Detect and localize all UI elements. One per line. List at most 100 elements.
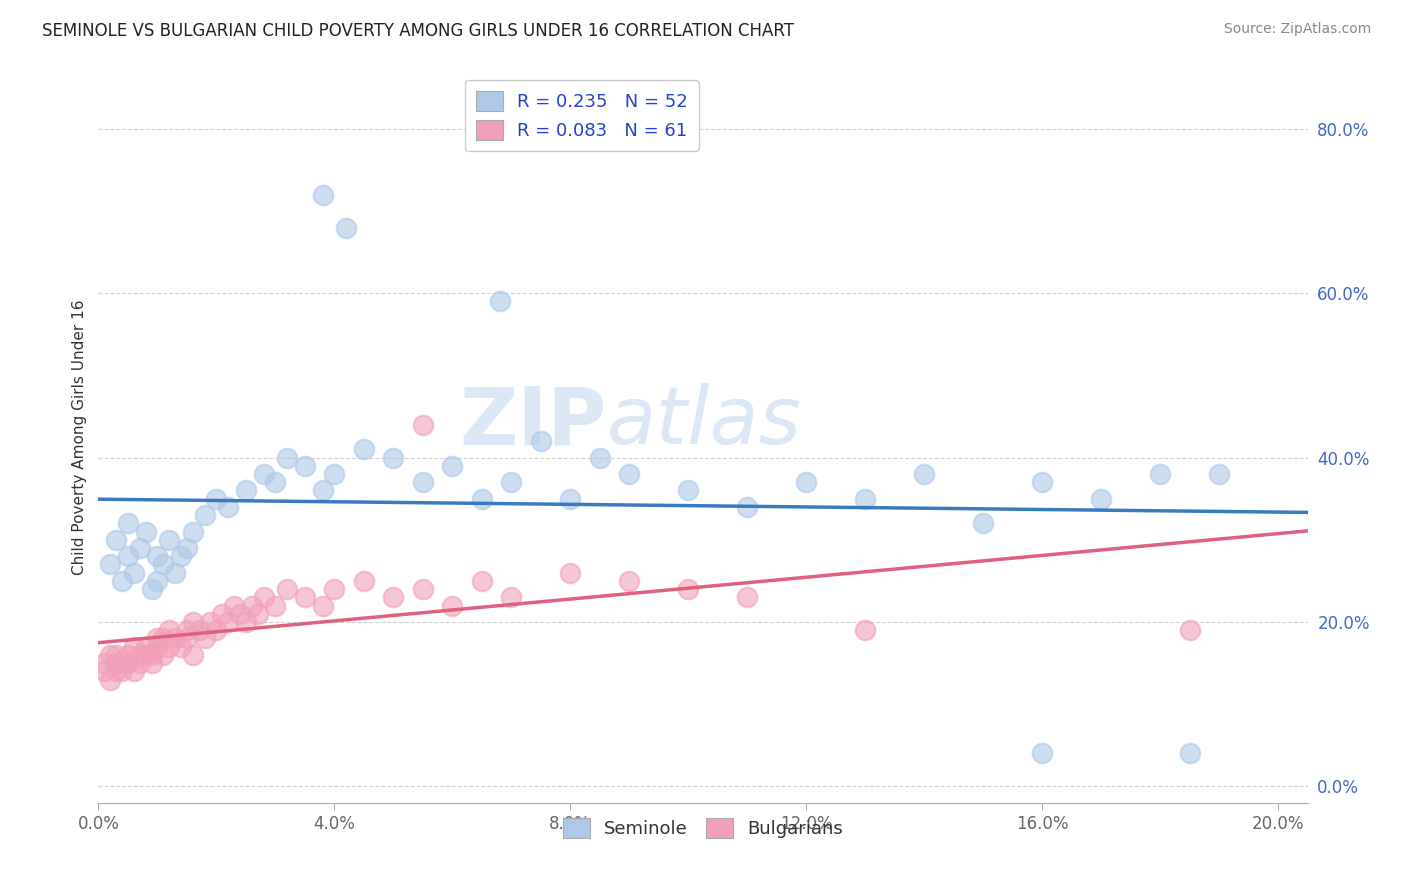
Point (105, 665, 128, 679)
Point (471, 491, 494, 506)
Point (117, 516, 139, 531)
Point (152, 648, 174, 662)
Point (146, 549, 169, 564)
Legend: Seminole, Bulgarians: Seminole, Bulgarians (555, 811, 851, 845)
Point (353, 574, 375, 588)
Point (222, 599, 245, 613)
Point (98, 648, 121, 662)
Point (382, 591, 405, 605)
Y-axis label: Child Poverty Among Girls Under 16: Child Poverty Among Girls Under 16 (72, 300, 87, 574)
Point (141, 656, 163, 670)
Text: atlas: atlas (606, 384, 801, 461)
Point (311, 187, 333, 202)
Point (441, 599, 464, 613)
Point (194, 508, 217, 523)
Point (382, 450, 405, 465)
Point (276, 450, 298, 465)
Point (501, 591, 523, 605)
Point (122, 665, 145, 679)
Point (117, 648, 139, 662)
Point (794, 475, 817, 490)
Point (441, 458, 464, 473)
Point (105, 648, 128, 662)
Point (157, 624, 180, 638)
Point (323, 467, 346, 481)
Point (1149, 467, 1171, 481)
Point (141, 648, 163, 662)
Point (1031, 475, 1053, 490)
Point (678, 582, 700, 596)
Text: SEMINOLE VS BULGARIAN CHILD POVERTY AMONG GIRLS UNDER 16 CORRELATION CHART: SEMINOLE VS BULGARIAN CHILD POVERTY AMON… (42, 22, 794, 40)
Point (111, 656, 134, 670)
Point (560, 491, 582, 506)
Point (264, 599, 287, 613)
Point (135, 524, 157, 539)
Point (176, 624, 198, 638)
Point (471, 574, 494, 588)
Point (111, 574, 134, 588)
Point (205, 624, 228, 638)
Point (152, 632, 174, 646)
Point (678, 483, 700, 498)
Point (128, 541, 150, 555)
Point (170, 549, 193, 564)
Point (229, 607, 252, 621)
Point (530, 434, 553, 449)
Point (117, 549, 139, 564)
Point (264, 475, 287, 490)
Point (735, 591, 758, 605)
Point (276, 582, 298, 596)
Point (122, 640, 145, 654)
Point (181, 615, 204, 629)
Point (311, 599, 333, 613)
Point (117, 656, 139, 670)
Point (240, 599, 263, 613)
Point (93, 665, 115, 679)
Point (412, 417, 434, 432)
Point (128, 656, 150, 670)
Point (141, 582, 163, 596)
Point (560, 566, 582, 580)
Point (912, 467, 935, 481)
Point (93, 656, 115, 670)
Text: Source: ZipAtlas.com: Source: ZipAtlas.com (1223, 22, 1371, 37)
Point (735, 500, 758, 514)
Point (176, 632, 198, 646)
Point (205, 491, 228, 506)
Point (353, 442, 375, 457)
Point (619, 574, 641, 588)
Point (176, 541, 198, 555)
Point (194, 632, 217, 646)
Point (589, 450, 612, 465)
Point (98, 673, 121, 687)
Point (412, 475, 434, 490)
Point (1178, 624, 1201, 638)
Point (1090, 491, 1112, 506)
Point (165, 566, 187, 580)
Point (412, 582, 434, 596)
Point (619, 467, 641, 481)
Point (128, 648, 150, 662)
Text: ZIP: ZIP (458, 384, 606, 461)
Point (165, 632, 187, 646)
Point (105, 656, 128, 670)
Point (200, 615, 222, 629)
Point (135, 640, 157, 654)
Point (157, 640, 180, 654)
Point (187, 624, 209, 638)
Point (235, 615, 257, 629)
Point (211, 607, 233, 621)
Point (235, 483, 257, 498)
Point (98, 558, 121, 572)
Point (1208, 467, 1230, 481)
Point (170, 640, 193, 654)
Point (146, 632, 169, 646)
Point (294, 458, 316, 473)
Point (146, 574, 169, 588)
Point (146, 640, 169, 654)
Point (294, 591, 316, 605)
Point (157, 533, 180, 547)
Point (488, 294, 510, 309)
Point (972, 516, 994, 531)
Point (853, 491, 876, 506)
